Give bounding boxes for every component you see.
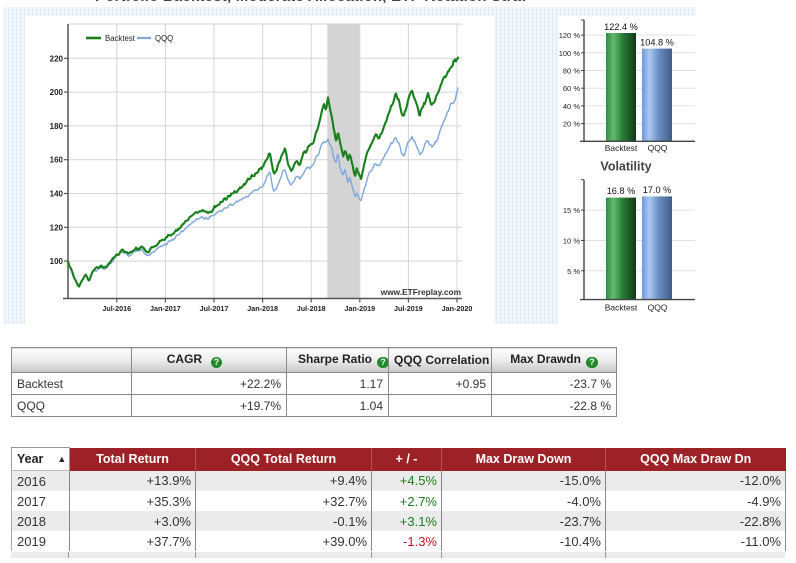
svg-text:122.4 %: 122.4 %	[604, 22, 638, 32]
svg-text:200: 200	[50, 88, 64, 97]
svg-text:www.ETFreplay.com: www.ETFreplay.com	[380, 287, 461, 297]
svg-text:Jul-2016: Jul-2016	[102, 304, 131, 313]
svg-text:180: 180	[50, 122, 64, 131]
svg-text:QQQ: QQQ	[648, 303, 668, 313]
svg-text:Jul-2017: Jul-2017	[200, 304, 229, 313]
svg-text:15 %: 15 %	[563, 206, 580, 215]
svg-text:20 %: 20 %	[563, 120, 580, 129]
svg-text:220: 220	[50, 54, 64, 63]
svg-text:QQQ: QQQ	[648, 143, 668, 153]
svg-text:120 %: 120 %	[559, 31, 581, 40]
svg-text:140: 140	[50, 190, 64, 199]
svg-text:Backtest: Backtest	[605, 303, 638, 313]
svg-text:120: 120	[50, 223, 64, 232]
svg-text:100 %: 100 %	[559, 49, 581, 58]
svg-text:Jan-2020: Jan-2020	[442, 304, 473, 313]
svg-text:Backtest: Backtest	[605, 143, 638, 153]
svg-text:16.8 %: 16.8 %	[607, 186, 636, 196]
svg-text:Volatility: Volatility	[600, 160, 651, 174]
svg-text:5 %: 5 %	[567, 267, 580, 276]
svg-text:104.8 %: 104.8 %	[640, 38, 674, 48]
svg-text:Jul-2018: Jul-2018	[297, 304, 326, 313]
svg-text:Backtest: Backtest	[105, 34, 136, 43]
svg-text:Jan-2017: Jan-2017	[150, 304, 181, 313]
svg-text:100: 100	[50, 257, 64, 266]
svg-text:17.0 %: 17.0 %	[643, 185, 672, 195]
svg-text:160: 160	[50, 156, 64, 165]
svg-text:Jan-2019: Jan-2019	[344, 304, 375, 313]
svg-text:Jul-2019: Jul-2019	[394, 304, 423, 313]
svg-text:40 %: 40 %	[563, 102, 580, 111]
svg-text:10 %: 10 %	[563, 237, 580, 246]
svg-text:Jan-2018: Jan-2018	[247, 304, 278, 313]
svg-text:80 %: 80 %	[563, 67, 580, 76]
svg-text:60 %: 60 %	[563, 84, 580, 93]
svg-text:QQQ: QQQ	[155, 34, 173, 43]
